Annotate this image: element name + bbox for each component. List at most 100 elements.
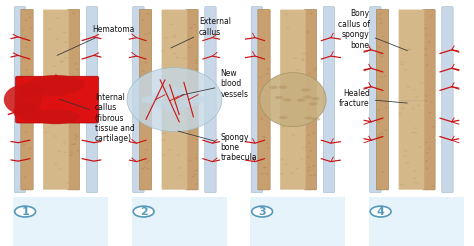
- Ellipse shape: [408, 49, 412, 50]
- FancyBboxPatch shape: [376, 9, 389, 190]
- Ellipse shape: [285, 14, 289, 15]
- Ellipse shape: [261, 173, 264, 174]
- Ellipse shape: [141, 168, 144, 169]
- Ellipse shape: [417, 105, 420, 106]
- Ellipse shape: [162, 132, 166, 134]
- Ellipse shape: [63, 152, 67, 153]
- Ellipse shape: [296, 69, 300, 71]
- Ellipse shape: [415, 182, 419, 184]
- Ellipse shape: [178, 100, 197, 108]
- Ellipse shape: [425, 54, 428, 56]
- Ellipse shape: [430, 15, 433, 16]
- Ellipse shape: [267, 104, 270, 106]
- Ellipse shape: [265, 173, 268, 175]
- Ellipse shape: [287, 81, 291, 82]
- Ellipse shape: [77, 114, 80, 116]
- Text: External
callus: External callus: [171, 17, 231, 48]
- Ellipse shape: [44, 87, 48, 88]
- Ellipse shape: [148, 107, 151, 108]
- Ellipse shape: [265, 73, 268, 74]
- Ellipse shape: [263, 167, 265, 168]
- Ellipse shape: [76, 95, 79, 96]
- Ellipse shape: [413, 170, 417, 172]
- Text: Healed
fracture: Healed fracture: [339, 89, 407, 108]
- Ellipse shape: [196, 139, 199, 140]
- Ellipse shape: [403, 155, 407, 157]
- Ellipse shape: [312, 117, 320, 121]
- Ellipse shape: [142, 107, 145, 108]
- Ellipse shape: [293, 58, 297, 59]
- Ellipse shape: [299, 89, 302, 90]
- Ellipse shape: [193, 24, 196, 25]
- Ellipse shape: [54, 135, 57, 137]
- Ellipse shape: [377, 134, 380, 135]
- FancyBboxPatch shape: [43, 10, 69, 190]
- Ellipse shape: [168, 90, 172, 92]
- Ellipse shape: [384, 130, 387, 131]
- Ellipse shape: [188, 47, 191, 48]
- Ellipse shape: [267, 69, 270, 70]
- Ellipse shape: [430, 101, 433, 103]
- Ellipse shape: [32, 109, 80, 124]
- Ellipse shape: [177, 76, 181, 77]
- Ellipse shape: [262, 104, 265, 105]
- Ellipse shape: [27, 92, 30, 93]
- FancyBboxPatch shape: [250, 197, 345, 246]
- Text: 4: 4: [377, 207, 384, 216]
- Ellipse shape: [74, 134, 77, 135]
- Ellipse shape: [142, 19, 145, 20]
- Ellipse shape: [191, 100, 194, 102]
- FancyBboxPatch shape: [186, 9, 198, 190]
- Ellipse shape: [146, 13, 149, 15]
- Ellipse shape: [264, 137, 266, 138]
- Ellipse shape: [142, 70, 145, 71]
- Ellipse shape: [74, 63, 77, 64]
- Ellipse shape: [292, 86, 296, 87]
- Ellipse shape: [182, 58, 186, 59]
- Ellipse shape: [188, 159, 191, 161]
- Ellipse shape: [146, 123, 149, 125]
- Ellipse shape: [264, 115, 266, 117]
- FancyBboxPatch shape: [67, 9, 80, 190]
- Ellipse shape: [406, 49, 410, 51]
- Text: 1: 1: [21, 207, 29, 216]
- Ellipse shape: [24, 140, 27, 142]
- Ellipse shape: [302, 53, 306, 54]
- FancyBboxPatch shape: [86, 7, 98, 193]
- Ellipse shape: [380, 77, 383, 78]
- Ellipse shape: [162, 99, 166, 100]
- Ellipse shape: [400, 61, 404, 63]
- Ellipse shape: [312, 105, 315, 106]
- Ellipse shape: [195, 158, 198, 159]
- Ellipse shape: [145, 162, 148, 163]
- Ellipse shape: [379, 54, 382, 55]
- Ellipse shape: [27, 75, 84, 95]
- Ellipse shape: [194, 121, 197, 122]
- Ellipse shape: [72, 13, 75, 14]
- Ellipse shape: [143, 115, 146, 116]
- Ellipse shape: [413, 127, 417, 129]
- Ellipse shape: [164, 37, 167, 39]
- Ellipse shape: [379, 18, 382, 19]
- FancyBboxPatch shape: [13, 197, 108, 246]
- Ellipse shape: [379, 100, 382, 101]
- Ellipse shape: [406, 162, 410, 164]
- FancyBboxPatch shape: [139, 9, 152, 190]
- Ellipse shape: [127, 68, 222, 132]
- Ellipse shape: [47, 28, 51, 30]
- Ellipse shape: [314, 70, 317, 71]
- Ellipse shape: [74, 92, 77, 93]
- Ellipse shape: [383, 76, 386, 77]
- Ellipse shape: [161, 139, 165, 141]
- Ellipse shape: [425, 142, 428, 143]
- Ellipse shape: [281, 107, 284, 108]
- FancyBboxPatch shape: [304, 9, 317, 190]
- Ellipse shape: [13, 103, 42, 121]
- Ellipse shape: [284, 164, 288, 165]
- Ellipse shape: [425, 95, 428, 97]
- Ellipse shape: [379, 13, 382, 15]
- Ellipse shape: [63, 32, 66, 33]
- Ellipse shape: [25, 131, 27, 132]
- Ellipse shape: [301, 58, 305, 60]
- Ellipse shape: [60, 61, 64, 63]
